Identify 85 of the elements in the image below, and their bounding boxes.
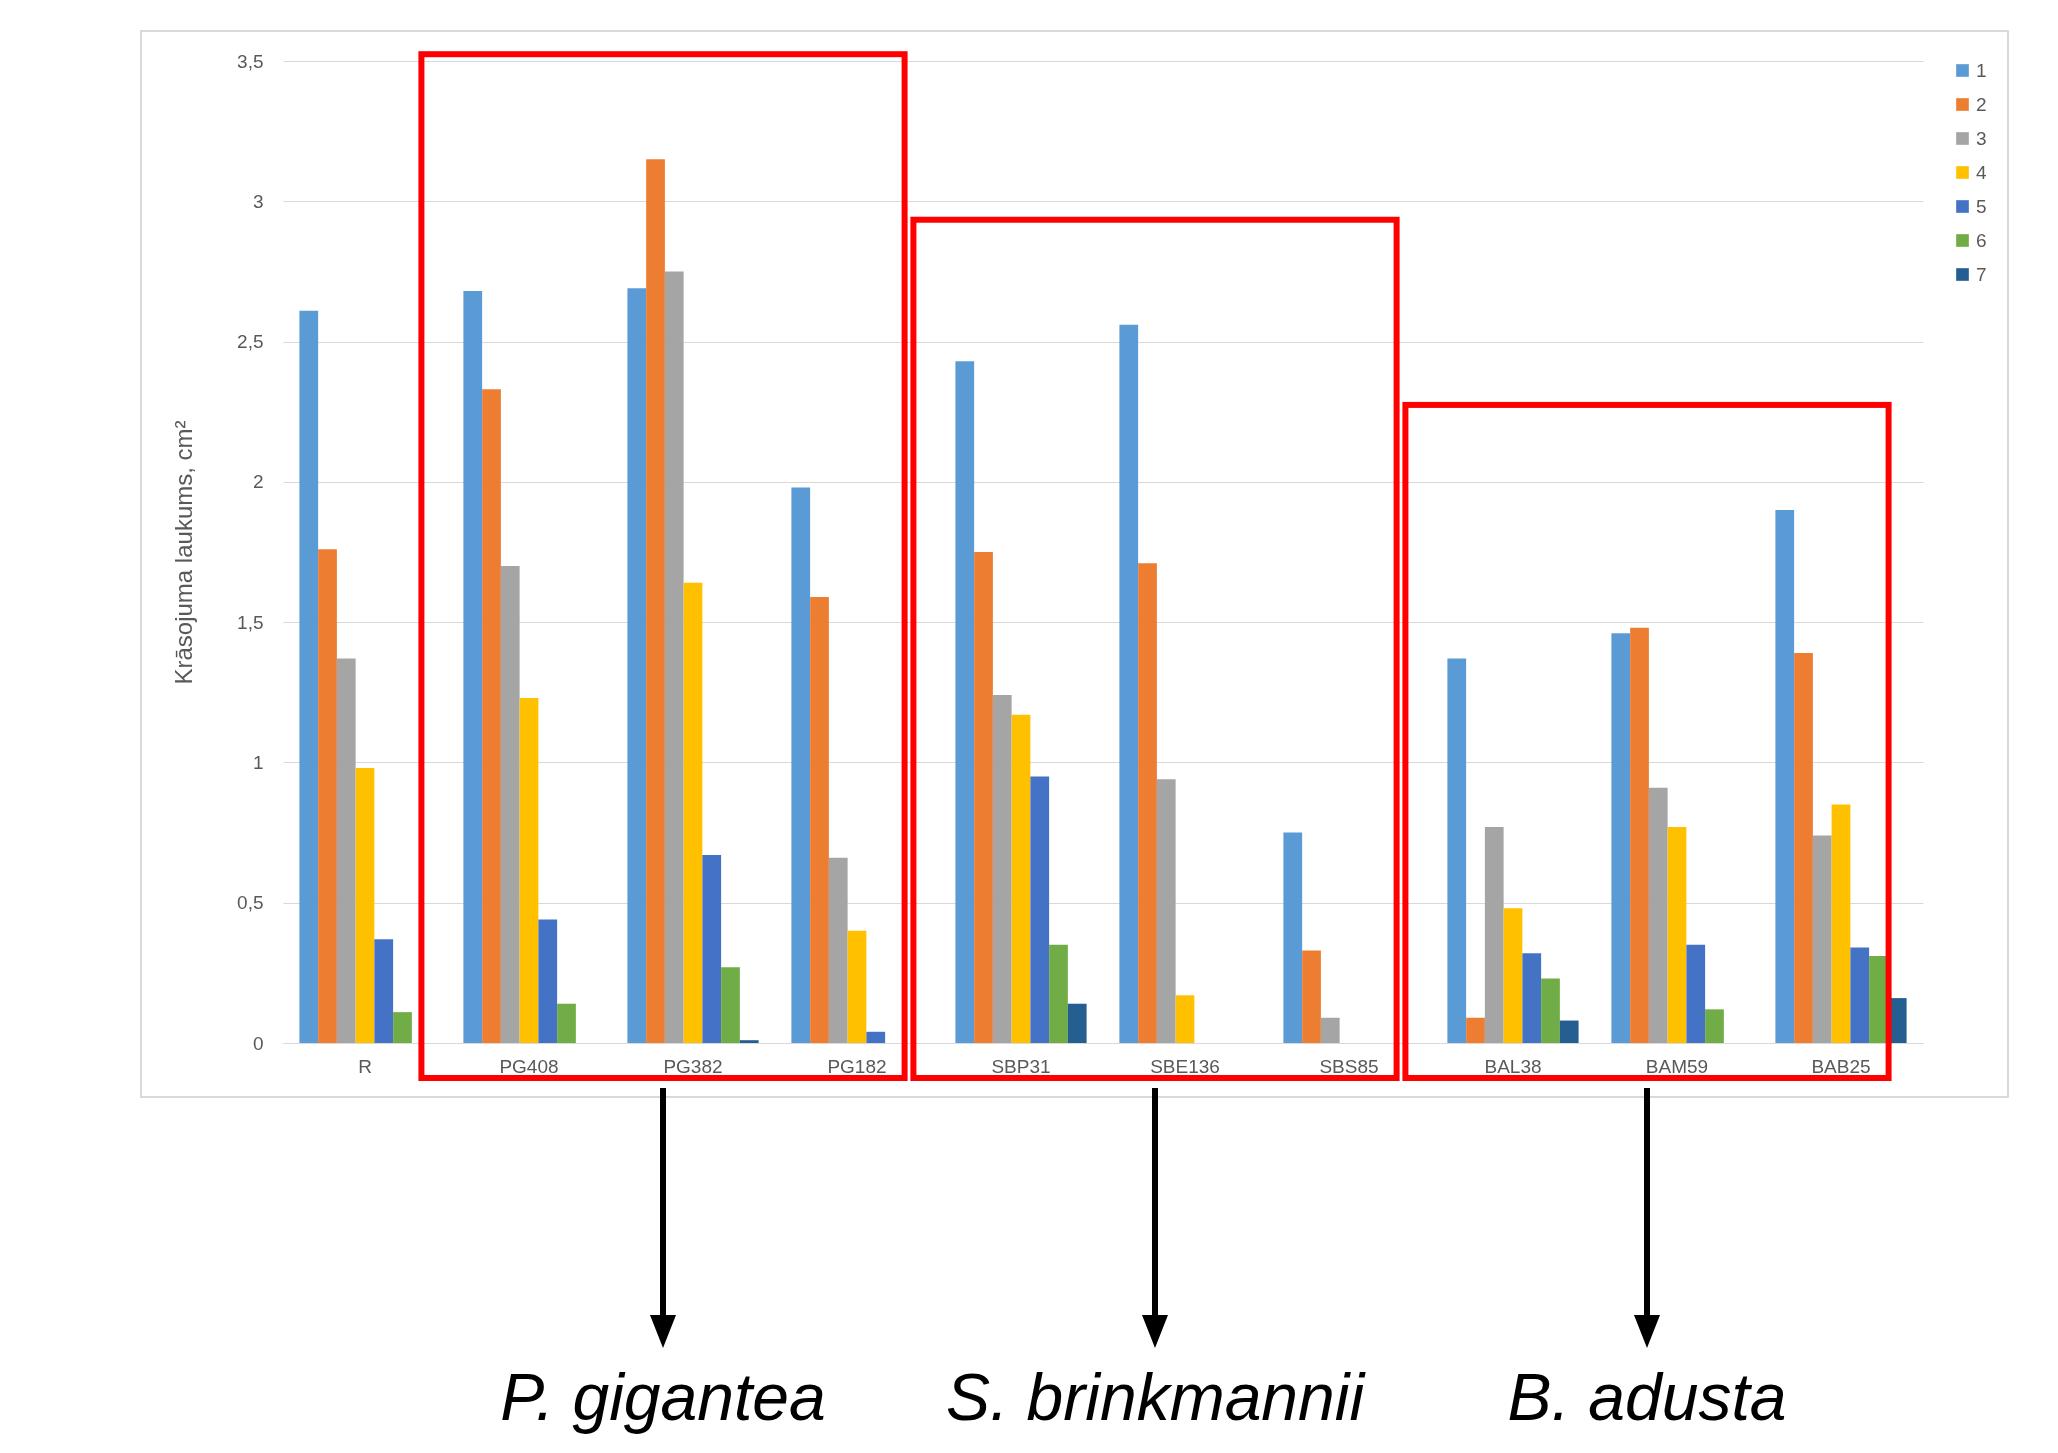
bar xyxy=(646,159,665,1043)
x-tick-label: PG182 xyxy=(827,1055,887,1077)
bar xyxy=(1283,832,1303,1043)
legend-label: 1 xyxy=(1976,59,1987,81)
bar xyxy=(791,487,811,1043)
y-axis-title: Krāsojuma laukums, cm² xyxy=(170,420,198,685)
bar xyxy=(847,930,867,1043)
bar xyxy=(463,291,483,1043)
bar xyxy=(1175,995,1195,1043)
bar xyxy=(1320,1017,1340,1043)
bar xyxy=(992,695,1012,1043)
bar xyxy=(538,919,558,1043)
bar xyxy=(374,939,394,1043)
bar xyxy=(974,552,993,1043)
x-tick-label: SBS85 xyxy=(1319,1055,1379,1077)
y-tick-label: 0 xyxy=(252,1032,264,1054)
bar xyxy=(1302,950,1321,1043)
x-tick-label: BAM59 xyxy=(1645,1055,1709,1077)
y-tick-label: 1,5 xyxy=(237,611,264,633)
bar xyxy=(683,582,703,1043)
x-tick-label: BAB25 xyxy=(1811,1055,1871,1077)
bar xyxy=(955,361,975,1043)
bar xyxy=(1794,653,1813,1043)
bar xyxy=(393,1012,412,1043)
y-tick-label: 2,5 xyxy=(237,331,264,353)
legend-label: 7 xyxy=(1976,263,1987,285)
text: S. brinkmannii xyxy=(945,1360,1367,1434)
bar xyxy=(318,549,337,1043)
y-tick-label: 3,5 xyxy=(237,50,264,72)
bar xyxy=(557,1003,576,1043)
bar xyxy=(1775,509,1795,1043)
bar xyxy=(739,1040,759,1043)
x-tick-label: R xyxy=(358,1055,372,1077)
bar xyxy=(1850,947,1870,1043)
bar xyxy=(1812,835,1832,1043)
bar xyxy=(1667,826,1687,1043)
y-tick-label: 3 xyxy=(252,190,264,212)
x-tick-label: PG408 xyxy=(499,1055,559,1077)
bar xyxy=(627,288,647,1043)
legend-label: 2 xyxy=(1976,93,1987,115)
bar xyxy=(1484,826,1504,1043)
bar xyxy=(299,310,319,1043)
legend-label: 6 xyxy=(1976,229,1987,251)
bar xyxy=(1686,944,1706,1043)
x-tick-label: SBE136 xyxy=(1150,1055,1220,1077)
text: P. gigantea xyxy=(500,1360,826,1434)
y-tick-label: 0,5 xyxy=(237,892,264,914)
bar xyxy=(1630,627,1649,1043)
bar xyxy=(1503,908,1523,1043)
bar xyxy=(1067,1003,1087,1043)
bar xyxy=(1156,779,1176,1043)
bar xyxy=(810,596,829,1043)
x-tick-label: BAL38 xyxy=(1484,1055,1542,1077)
text: B. adusta xyxy=(1507,1360,1787,1434)
bar xyxy=(1611,633,1631,1043)
bar xyxy=(1541,978,1560,1043)
bar xyxy=(828,857,848,1043)
bar xyxy=(482,389,501,1043)
bar xyxy=(355,768,375,1043)
bar xyxy=(702,855,722,1043)
bar xyxy=(866,1031,886,1043)
bar xyxy=(500,566,520,1043)
bar xyxy=(1466,1017,1485,1043)
bar xyxy=(1138,563,1157,1043)
legend-label: 4 xyxy=(1976,161,1987,183)
bar xyxy=(336,658,356,1043)
bar xyxy=(1705,1009,1724,1043)
x-tick-label: PG382 xyxy=(663,1055,723,1077)
bar xyxy=(1011,714,1031,1043)
bar xyxy=(1049,944,1068,1043)
bar xyxy=(1119,324,1139,1043)
legend-label: 5 xyxy=(1976,195,1987,217)
bar xyxy=(1030,776,1050,1043)
bar xyxy=(519,697,539,1043)
bar xyxy=(1648,787,1668,1043)
legend-label: 3 xyxy=(1976,127,1987,149)
x-tick-label: SBP31 xyxy=(991,1055,1051,1077)
bar xyxy=(1522,953,1542,1043)
bar xyxy=(664,271,684,1043)
bar xyxy=(1831,804,1851,1043)
y-tick-label: 1 xyxy=(252,751,264,773)
y-tick-label: 2 xyxy=(252,471,264,493)
bar xyxy=(1447,658,1467,1043)
bar xyxy=(1559,1020,1579,1043)
bar xyxy=(721,967,740,1043)
